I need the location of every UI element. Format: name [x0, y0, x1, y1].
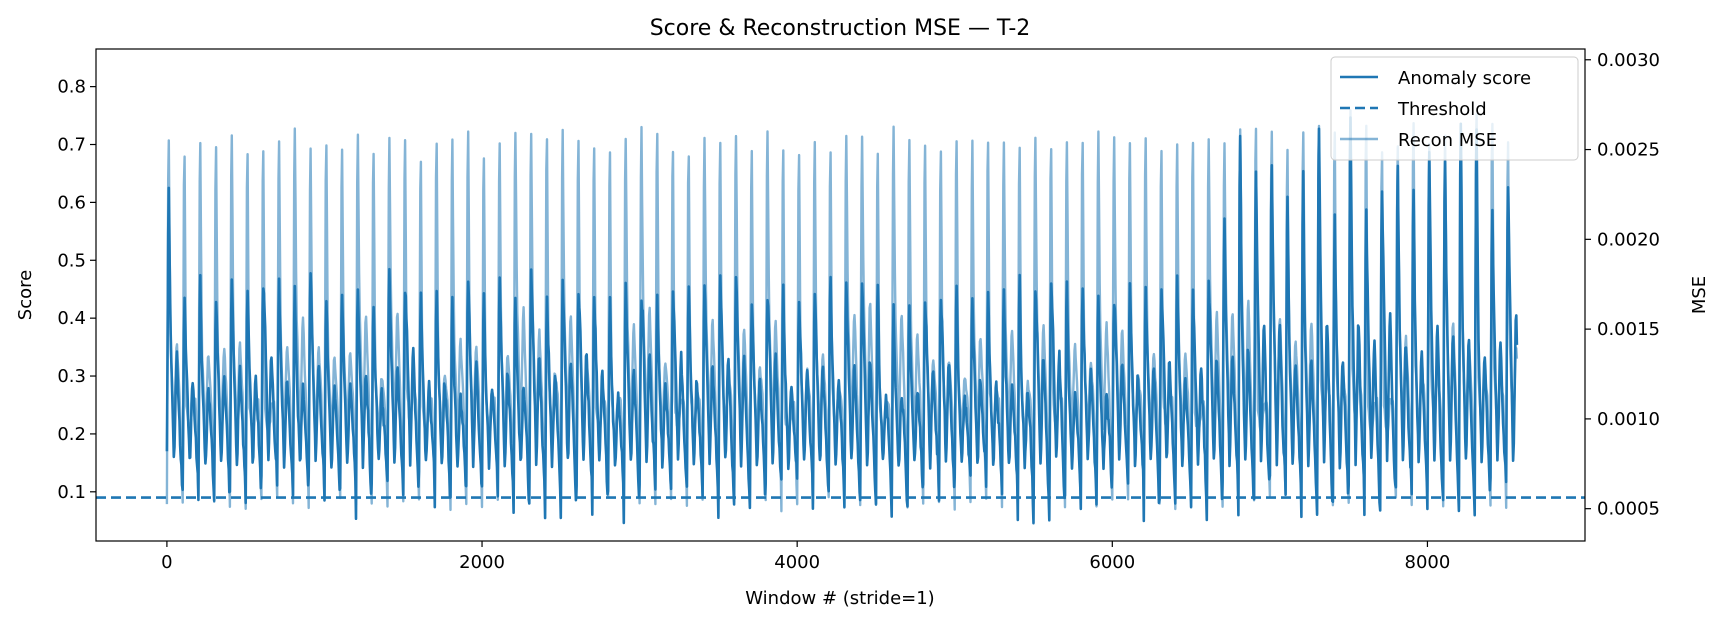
legend-label-recon-mse: Recon MSE: [1398, 130, 1497, 151]
y-tick-label: 0.4: [57, 308, 86, 329]
y-tick-label: 0.5: [57, 250, 86, 271]
x-tick-label: 6000: [1089, 552, 1135, 573]
legend: Anomaly score Threshold Recon MSE: [1330, 56, 1579, 161]
chart-title: Score & Reconstruction MSE — T-2: [650, 16, 1031, 41]
y2-tick-label: 0.0005: [1597, 499, 1660, 520]
x-axis: 0 2000 4000 6000 8000: [161, 541, 1450, 573]
legend-box: [1330, 56, 1579, 161]
y2-tick-label: 0.0010: [1597, 409, 1660, 430]
y-tick-label: 0.7: [57, 135, 86, 156]
y-axis-left: 0.1 0.2 0.3 0.4 0.5 0.6 0.7 0.8: [57, 77, 96, 503]
y2-tick-label: 0.0030: [1597, 50, 1660, 71]
x-axis-title: Window # (stride=1): [745, 588, 934, 609]
y2-tick-label: 0.0015: [1597, 319, 1660, 340]
y2-axis-title: MSE: [1689, 276, 1710, 314]
x-tick-label: 8000: [1405, 552, 1451, 573]
y-tick-label: 0.8: [57, 77, 86, 98]
y-tick-label: 0.1: [57, 482, 86, 503]
x-tick-label: 0: [161, 552, 172, 573]
y2-tick-label: 0.0025: [1597, 140, 1660, 161]
legend-label-anomaly-score: Anomaly score: [1398, 68, 1531, 89]
legend-label-threshold: Threshold: [1397, 99, 1487, 120]
y-tick-label: 0.6: [57, 192, 86, 213]
anomaly-score-line: [165, 116, 1519, 525]
y2-tick-label: 0.0020: [1597, 229, 1660, 250]
x-tick-label: 4000: [774, 552, 820, 573]
y-tick-label: 0.2: [57, 424, 86, 445]
y-tick-label: 0.3: [57, 366, 86, 387]
y-axis-title: Score: [15, 270, 36, 320]
plot-area: [95, 48, 1586, 542]
x-tick-label: 2000: [459, 552, 505, 573]
y-axis-right: 0.0005 0.0010 0.0015 0.0020 0.0025 0.0030: [1585, 50, 1660, 520]
anomaly-score-series: [165, 116, 1519, 525]
plot-frame: [95, 48, 1586, 542]
